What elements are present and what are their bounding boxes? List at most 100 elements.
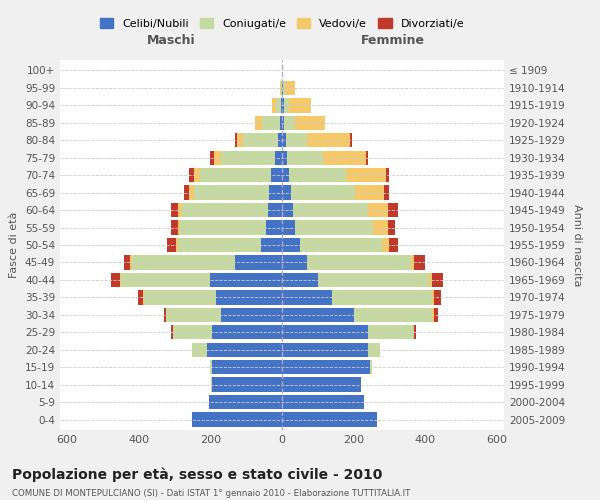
Bar xyxy=(282,395,364,409)
Bar xyxy=(323,150,366,165)
Bar xyxy=(307,256,411,270)
Bar xyxy=(389,238,398,252)
Bar xyxy=(278,133,282,148)
Bar xyxy=(434,290,442,304)
Bar xyxy=(293,203,368,217)
Bar xyxy=(346,168,386,182)
Bar xyxy=(282,98,284,112)
Bar xyxy=(138,290,143,304)
Bar xyxy=(182,203,268,217)
Bar xyxy=(286,133,307,148)
Bar xyxy=(193,412,282,426)
Bar xyxy=(212,378,282,392)
Bar xyxy=(282,220,295,234)
Bar xyxy=(184,186,189,200)
Bar xyxy=(216,290,282,304)
Bar xyxy=(221,308,282,322)
Bar xyxy=(214,150,221,165)
Bar xyxy=(284,98,289,112)
Bar xyxy=(282,360,370,374)
Bar xyxy=(173,325,212,340)
Bar xyxy=(255,116,262,130)
Bar xyxy=(144,290,216,304)
Bar xyxy=(271,168,282,182)
Bar xyxy=(272,98,276,112)
Bar xyxy=(268,203,282,217)
Bar xyxy=(171,203,178,217)
Legend: Celibi/Nubili, Coniugati/e, Vedovi/e, Divorziati/e: Celibi/Nubili, Coniugati/e, Vedovi/e, Di… xyxy=(95,14,469,34)
Bar xyxy=(388,220,395,234)
Bar xyxy=(282,412,377,426)
Bar xyxy=(176,238,178,252)
Bar xyxy=(124,256,130,270)
Bar xyxy=(131,256,235,270)
Bar xyxy=(433,290,434,304)
Bar xyxy=(284,81,295,95)
Bar xyxy=(434,308,438,322)
Text: Maschi: Maschi xyxy=(146,34,196,47)
Bar xyxy=(282,238,300,252)
Bar xyxy=(211,378,212,392)
Bar xyxy=(282,133,286,148)
Bar xyxy=(295,220,373,234)
Bar xyxy=(209,395,282,409)
Bar xyxy=(318,273,429,287)
Text: Popolazione per età, sesso e stato civile - 2010: Popolazione per età, sesso e stato civil… xyxy=(12,468,382,482)
Bar xyxy=(212,325,282,340)
Bar xyxy=(211,360,212,374)
Bar xyxy=(368,325,415,340)
Bar xyxy=(189,186,194,200)
Bar xyxy=(300,238,382,252)
Bar xyxy=(178,238,260,252)
Bar xyxy=(368,203,388,217)
Bar xyxy=(282,256,307,270)
Bar xyxy=(280,116,282,130)
Bar xyxy=(295,116,325,130)
Bar xyxy=(282,203,293,217)
Bar xyxy=(189,168,194,182)
Bar xyxy=(280,81,281,95)
Bar xyxy=(260,238,282,252)
Bar xyxy=(200,168,271,182)
Bar xyxy=(284,116,295,130)
Bar xyxy=(282,273,318,287)
Bar xyxy=(242,133,278,148)
Bar xyxy=(282,342,368,357)
Bar xyxy=(282,325,368,340)
Bar xyxy=(289,98,311,112)
Bar xyxy=(350,133,352,148)
Bar xyxy=(193,342,207,357)
Bar xyxy=(289,168,346,182)
Bar xyxy=(433,273,443,287)
Y-axis label: Fasce di età: Fasce di età xyxy=(10,212,19,278)
Bar xyxy=(276,98,281,112)
Bar xyxy=(262,116,280,130)
Bar xyxy=(221,150,275,165)
Y-axis label: Anni di nascita: Anni di nascita xyxy=(572,204,582,286)
Bar xyxy=(282,116,284,130)
Bar xyxy=(283,81,284,95)
Bar xyxy=(207,342,282,357)
Bar xyxy=(211,273,282,287)
Bar xyxy=(178,203,182,217)
Bar xyxy=(332,290,433,304)
Bar xyxy=(235,256,282,270)
Bar xyxy=(368,342,380,357)
Bar xyxy=(388,203,398,217)
Bar xyxy=(382,238,389,252)
Bar xyxy=(211,150,214,165)
Bar xyxy=(287,150,323,165)
Bar xyxy=(275,150,282,165)
Bar xyxy=(282,150,287,165)
Bar xyxy=(121,273,211,287)
Bar xyxy=(235,133,237,148)
Bar xyxy=(373,220,388,234)
Bar xyxy=(429,273,433,287)
Bar xyxy=(266,220,282,234)
Bar xyxy=(433,308,434,322)
Text: COMUNE DI MONTEPULCIANO (SI) - Dati ISTAT 1° gennaio 2010 - Elaborazione TUTTITA: COMUNE DI MONTEPULCIANO (SI) - Dati ISTA… xyxy=(12,489,410,498)
Bar xyxy=(167,238,176,252)
Bar xyxy=(282,81,283,95)
Bar xyxy=(386,168,389,182)
Bar xyxy=(415,325,416,340)
